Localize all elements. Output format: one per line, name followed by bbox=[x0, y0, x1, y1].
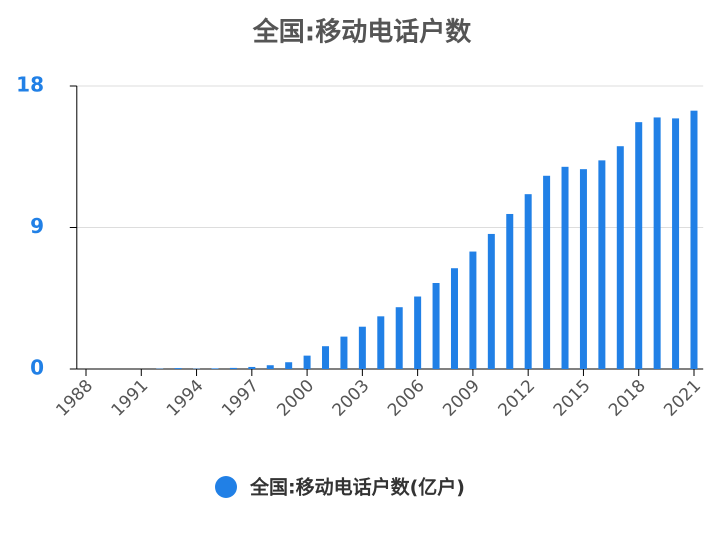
bar bbox=[285, 362, 293, 369]
bar bbox=[377, 316, 385, 369]
bar bbox=[543, 175, 551, 369]
bar bbox=[211, 368, 219, 369]
x-tick-label: 2012 bbox=[495, 376, 540, 421]
x-tick-label: 1994 bbox=[163, 376, 208, 421]
x-tick-label: 1988 bbox=[52, 376, 97, 421]
bar bbox=[690, 110, 698, 369]
x-tick-label: 1991 bbox=[108, 376, 153, 421]
bar bbox=[340, 336, 348, 369]
bar bbox=[414, 296, 422, 369]
bar bbox=[174, 368, 182, 369]
bar bbox=[653, 117, 661, 369]
legend-label: 全国:移动电话户数(亿户) bbox=[249, 476, 465, 499]
bar bbox=[487, 233, 495, 369]
bar bbox=[432, 282, 440, 369]
x-tick-label: 2006 bbox=[384, 376, 429, 421]
x-tick-label: 2018 bbox=[605, 376, 650, 421]
bar bbox=[248, 366, 256, 369]
x-tick-label: 2000 bbox=[273, 376, 318, 421]
bar bbox=[598, 160, 606, 369]
bar bbox=[358, 326, 366, 369]
y-tick-label: 9 bbox=[30, 214, 44, 238]
x-tick-label: 1997 bbox=[218, 376, 263, 421]
bar bbox=[506, 213, 514, 369]
chart-title: 全国:移动电话户数 bbox=[252, 17, 472, 48]
bar bbox=[395, 307, 403, 369]
bar bbox=[469, 251, 477, 369]
bar bbox=[524, 194, 532, 369]
x-tick-label: 2009 bbox=[439, 376, 484, 421]
bar bbox=[266, 365, 274, 369]
x-tick-label: 2015 bbox=[550, 376, 595, 421]
y-tick-label: 18 bbox=[16, 73, 44, 97]
bar bbox=[579, 169, 587, 369]
bar bbox=[616, 146, 624, 369]
x-tick-label: 2003 bbox=[329, 376, 374, 421]
bar bbox=[303, 355, 311, 369]
bar bbox=[672, 118, 680, 369]
y-tick-label: 0 bbox=[30, 356, 44, 380]
bar bbox=[635, 122, 643, 370]
legend-marker bbox=[215, 476, 237, 498]
bar bbox=[322, 346, 330, 369]
bar bbox=[561, 166, 569, 369]
x-tick-label: 2021 bbox=[660, 376, 705, 421]
bar bbox=[229, 367, 237, 369]
bar bbox=[450, 268, 458, 369]
